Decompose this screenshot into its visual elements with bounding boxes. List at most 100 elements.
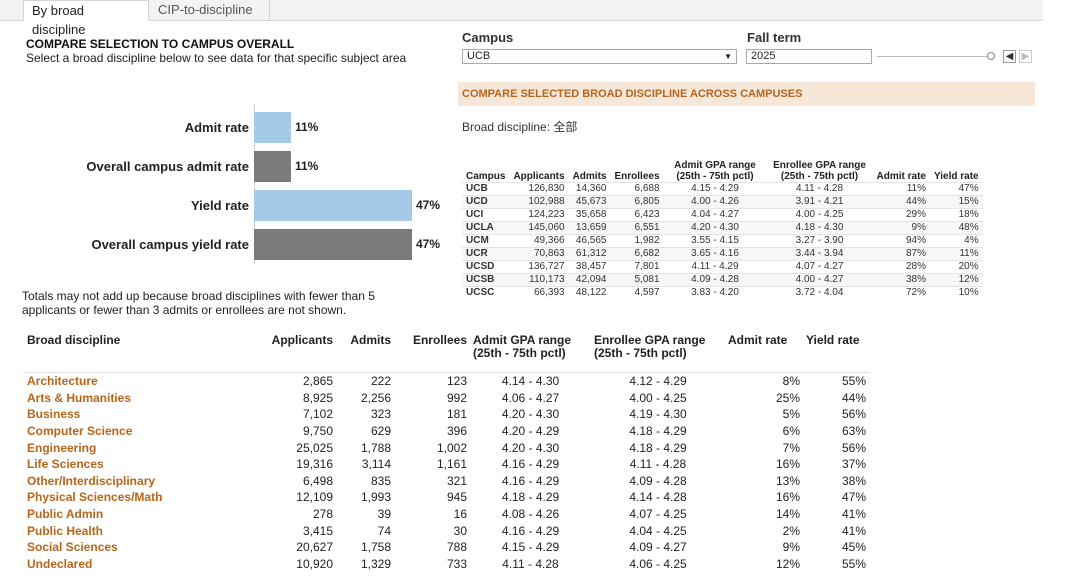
campus-value-cell: 4.11 - 4.29 [663, 260, 767, 274]
campus-value-cell: 4.00 - 4.25 [766, 208, 873, 222]
campus-value-cell: 4.15 - 4.29 [663, 182, 767, 196]
discipline-value-cell: 41% [841, 523, 866, 538]
campus-value-cell: 13,659 [568, 221, 611, 235]
bar[interactable] [254, 151, 291, 182]
campus-table-row[interactable]: UCLA 145,060 13,659 6,551 4.20 - 4.30 4.18 - … [462, 221, 983, 235]
discipline-table-row[interactable]: Architecture 2,865 222 123 4.14 - 4.30 4.12 -… [24, 371, 869, 390]
campus-name-cell: UCSC [462, 286, 510, 299]
campus-value-cell: 18% [929, 208, 983, 222]
discipline-table-header[interactable]: Broad discipline [27, 333, 121, 347]
discipline-name-link[interactable]: Public Health [27, 523, 104, 538]
discipline-name-link[interactable]: Computer Science [27, 424, 133, 439]
chevron-left-icon[interactable]: ◀ [1003, 50, 1016, 63]
discipline-value-cell: 4.16 - 4.29 [501, 473, 560, 488]
section-subtitle: Select a broad discipline below to see d… [26, 51, 407, 65]
discipline-table-row[interactable]: Business 7,102 323 181 4.20 - 4.30 4.19 - 4.3… [24, 406, 869, 423]
discipline-value-cell: 4.19 - 4.30 [629, 407, 687, 422]
campus-table-header: Yield rate [933, 171, 979, 182]
discipline-table-row[interactable]: Engineering 25,025 1,788 1,002 4.20 - 4.30 4.… [24, 439, 869, 456]
discipline-value-cell: 222 [336, 371, 394, 390]
bar-label: Overall campus yield rate [91, 237, 249, 252]
campus-value-cell: 4.11 - 4.28 [766, 182, 873, 196]
campus-table-row[interactable]: UCM 49,366 46,565 1,982 3.55 - 4.15 3.27 - 3.… [462, 234, 983, 248]
fall-term-slider-track[interactable] [877, 56, 987, 57]
discipline-name-link[interactable]: Public Admin [27, 507, 104, 522]
discipline-value-cell: 5% [782, 407, 800, 422]
discipline-value-cell: 4.18 - 4.29 [629, 424, 687, 439]
discipline-name-link[interactable]: Physical Sciences/Math [27, 490, 163, 505]
discipline-name-link[interactable]: Undeclared [27, 556, 93, 571]
rates-bar-chart: Admit rate 11% Overall campus admit rate 11… [0, 104, 460, 264]
discipline-value-cell: 44% [841, 390, 866, 405]
discipline-table-header[interactable]: Enrollee GPA range (25th - 75th pctl) [594, 333, 706, 360]
campus-table-row[interactable]: UCSB 110,173 42,094 5,081 4.09 - 4.28 4.00 - … [462, 273, 983, 287]
discipline-value-cell: 4.20 - 4.29 [501, 424, 560, 439]
discipline-name-link[interactable]: Engineering [27, 440, 97, 455]
discipline-name-link[interactable]: Other/Interdisciplinary [27, 473, 156, 488]
campus-value-cell: 70,863 [509, 247, 569, 261]
bar-label: Admit rate [184, 120, 249, 135]
campus-value-cell: 126,830 [509, 182, 569, 196]
discipline-table-header[interactable]: Applicants [271, 333, 333, 347]
chevron-right-icon[interactable]: ▶ [1019, 50, 1032, 63]
discipline-table-header[interactable]: Yield rate [806, 333, 860, 347]
campus-name-cell: UCB [462, 182, 510, 196]
discipline-name-link[interactable]: Architecture [24, 371, 260, 390]
discipline-value-cell: 2,865 [260, 371, 336, 390]
tab-cip-to-discipline[interactable]: CIP-to-discipline [150, 0, 270, 19]
campus-value-cell: 38% [872, 273, 930, 287]
discipline-value-cell: 12,109 [296, 490, 333, 505]
discipline-name-link[interactable]: Arts & Humanities [27, 390, 132, 405]
discipline-table-row[interactable]: Undeclared 10,920 1,329 733 4.11 - 4.28 4.06 … [24, 556, 869, 573]
discipline-name-link[interactable]: Social Sciences [27, 540, 118, 555]
campus-table-row[interactable]: UCB 126,830 14,360 6,688 4.15 - 4.29 4.11 - 4… [462, 182, 983, 196]
campus-table-row[interactable]: UCD 102,988 45,673 6,805 4.00 - 4.26 3.91 - 4… [462, 195, 983, 209]
discipline-table-row[interactable]: Computer Science 9,750 629 396 4.20 - 4.29 4.… [24, 423, 869, 440]
discipline-value-cell: 55% [803, 371, 869, 390]
discipline-value-cell: 1,993 [360, 490, 391, 505]
broad-discipline-label: Broad discipline: 全部 [462, 120, 578, 134]
campus-table-row[interactable]: UCSC 66,393 48,122 4,597 3.83 - 4.20 3.72 - 4… [462, 286, 983, 299]
campus-value-cell: 87% [872, 247, 930, 261]
discipline-table-row[interactable]: Arts & Humanities 8,925 2,256 992 4.06 - 4.2… [24, 390, 869, 407]
campus-select[interactable]: UCB ▼ [462, 49, 737, 64]
discipline-table-header[interactable]: Admit GPA range (25th - 75th pctl) [473, 333, 572, 360]
fall-term-input[interactable]: 2025 [746, 49, 872, 64]
discipline-table-header[interactable]: Admit rate [728, 333, 788, 347]
discipline-table-row[interactable]: Social Sciences 20,627 1,758 788 4.15 - 4.29… [24, 539, 869, 556]
bar[interactable] [254, 229, 412, 260]
discipline-value-cell: 1,329 [360, 556, 391, 571]
discipline-value-cell: 1,161 [436, 457, 467, 472]
discipline-table-row[interactable]: Other/Interdisciplinary 6,498 835 321 4.16 -… [24, 473, 869, 490]
discipline-name-link[interactable]: Business [27, 407, 81, 422]
compare-banner-text: COMPARE SELECTED BROAD DISCIPLINE ACROSS… [462, 88, 803, 100]
campus-select-value: UCB [467, 50, 491, 62]
discipline-value-cell: 396 [446, 424, 467, 439]
discipline-table-header[interactable]: Enrollees [412, 333, 467, 347]
bar[interactable] [254, 112, 291, 143]
discipline-value-cell: 45% [841, 540, 866, 555]
campus-value-cell: 6,551 [610, 221, 664, 235]
discipline-value-cell: 38% [841, 473, 866, 488]
discipline-table-row[interactable]: Public Admin 278 39 16 4.08 - 4.26 4.07 - 4.2… [24, 506, 869, 523]
campus-table-row[interactable]: UCI 124,223 35,658 6,423 4.04 - 4.27 4.00 - 4… [462, 208, 983, 222]
bar[interactable] [254, 190, 412, 221]
discipline-table-header[interactable]: Admits [350, 333, 391, 347]
campus-table-row[interactable]: UCSD 136,727 38,457 7,801 4.11 - 4.29 4.07 - … [462, 260, 983, 274]
discipline-value-cell: 74 [377, 523, 391, 538]
discipline-name-link[interactable]: Life Sciences [27, 457, 104, 472]
discipline-table-row[interactable]: Public Health 3,415 74 30 4.16 - 4.29 4.04 - … [24, 522, 869, 539]
discipline-table-row[interactable]: Life Sciences 19,316 3,114 1,161 4.16 - 4.29… [24, 456, 869, 473]
discipline-value-cell: 4.11 - 4.28 [629, 457, 687, 472]
fall-term-slider-handle[interactable] [987, 52, 995, 60]
tab-by-broad-discipline[interactable]: By broad discipline [23, 0, 149, 37]
campus-value-cell: 102,988 [509, 195, 569, 209]
discipline-value-cell: 323 [370, 407, 391, 422]
discipline-table-row[interactable]: Physical Sciences/Math 12,109 1,993 945 4.18… [24, 489, 869, 506]
campus-value-cell: 35,658 [568, 208, 611, 222]
discipline-value-cell: 4.08 - 4.26 [501, 507, 560, 522]
bar-label: Yield rate [190, 198, 249, 213]
campus-name-cell: UCLA [462, 221, 510, 235]
campus-table-row[interactable]: UCR 70,863 61,312 6,682 3.65 - 4.16 3.44 - 3.… [462, 247, 983, 261]
campus-value-cell: 6,423 [610, 208, 664, 222]
